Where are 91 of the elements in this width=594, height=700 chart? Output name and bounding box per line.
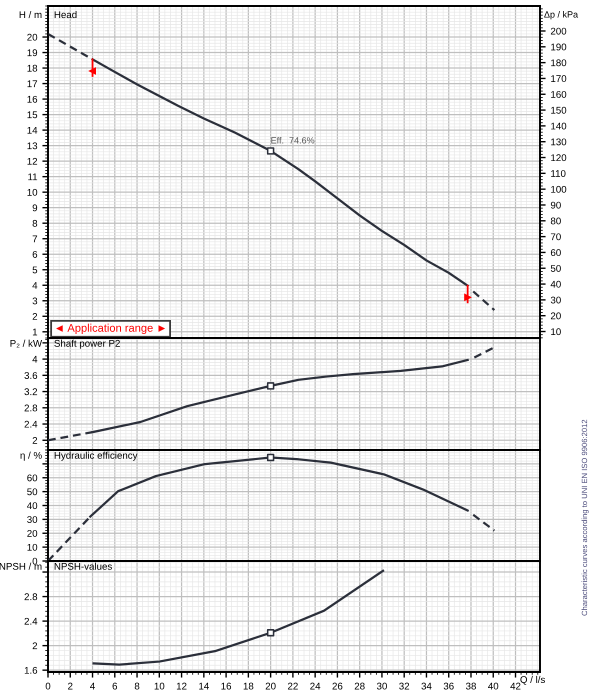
y-tick-label: 0 [32, 558, 38, 565]
y-tick-label: 50 [27, 488, 38, 496]
y2-tick-label: 10 [551, 328, 561, 336]
y-tick-label: 7 [32, 236, 38, 242]
x-tick-label: 42 [510, 682, 520, 690]
y-tick-label: 3 [32, 298, 38, 304]
x-tick-label: 8 [134, 682, 140, 690]
y2-tick-label: 80 [550, 218, 561, 224]
y2-tick-label: 60 [550, 249, 561, 256]
y-tick-label: 2.4 [24, 618, 38, 625]
annotation: Eff. 74.6% [271, 136, 314, 144]
y-tick-label: 20 [27, 34, 38, 41]
x-tick-label: 10 [154, 682, 164, 690]
y-axis-title: P₂ / kW [10, 340, 42, 348]
x-tick-label: 30 [376, 682, 387, 690]
x-tick-label: 14 [199, 682, 209, 690]
x-axis-title: Q / l/s [520, 676, 545, 685]
y2-tick-label: 150 [551, 106, 566, 114]
chart-title: Shaft power P2 [54, 340, 120, 349]
x-tick-label: 0 [46, 682, 50, 690]
y-tick-label: 2 [32, 436, 38, 444]
x-tick-label: 20 [266, 682, 276, 690]
y2-tick-label: 120 [551, 154, 566, 162]
y-axis-title: η / % [20, 452, 42, 461]
annotation: ◄ Application range ► [56, 324, 166, 334]
y2-tick-label: 100 [551, 186, 566, 193]
y2-tick-label: 160 [551, 90, 566, 98]
y-tick-label: 30 [27, 516, 38, 523]
y2-tick-label: 180 [551, 59, 566, 66]
chart-title: Hydraulic efficiency [54, 452, 138, 461]
y2-tick-label: 90 [550, 202, 561, 209]
x-tick-label: 16 [221, 682, 232, 690]
y-tick-label: 4 [32, 282, 38, 289]
y-tick-label: 19 [28, 49, 38, 56]
x-tick-label: 32 [399, 682, 410, 690]
y-tick-label: 2 [32, 642, 38, 650]
y2-tick-label: 20 [550, 312, 561, 320]
y2-tick-label: 40 [550, 280, 561, 288]
y2-tick-label: 200 [550, 28, 566, 35]
y2-tick-label: 50 [550, 264, 561, 272]
chart-title: NPSH-values [54, 562, 112, 570]
y-tick-label: 2.8 [24, 404, 38, 412]
x-tick-label: 28 [354, 682, 365, 690]
y-tick-label: 11 [28, 173, 38, 180]
y2-tick-label: 30 [550, 296, 561, 304]
x-tick-label: 38 [466, 682, 476, 690]
y-tick-label: 40 [26, 502, 38, 510]
y2-tick-label: 110 [551, 170, 566, 177]
y-tick-label: 1 [32, 328, 38, 336]
x-tick-label: 40 [488, 682, 498, 690]
y2-tick-label: 140 [551, 122, 566, 130]
y-tick-label: 1.6 [24, 666, 38, 674]
y-tick-label: 16 [28, 96, 38, 103]
y2-tick-label: 170 [551, 75, 566, 82]
y-tick-label: 6 [32, 250, 38, 258]
x-tick-label: 6 [112, 682, 118, 690]
y-tick-label: 2 [32, 313, 38, 320]
y-tick-label: 2.4 [24, 420, 38, 428]
y-tick-label: 20 [27, 530, 38, 537]
y-tick-label: 14 [28, 126, 38, 134]
y-tick-label: 10 [28, 188, 38, 196]
y-tick-label: 17 [28, 80, 38, 88]
y-tick-label: 15 [28, 111, 38, 118]
y-tick-label: 10 [28, 544, 38, 551]
y2-tick-label: 70 [550, 233, 561, 240]
y-tick-label: 13 [28, 142, 38, 150]
x-tick-label: 26 [332, 682, 342, 690]
y2-tick-label: 130 [551, 138, 566, 146]
y-tick-label: 12 [28, 158, 38, 165]
x-tick-label: 24 [310, 682, 320, 690]
x-tick-label: 34 [421, 682, 432, 690]
y-tick-label: 3.6 [24, 372, 38, 379]
x-tick-label: 2 [68, 682, 72, 690]
x-tick-label: 12 [176, 682, 186, 690]
x-tick-label: 4 [90, 682, 95, 690]
y-tick-label: 60 [27, 474, 38, 482]
x-tick-label: 18 [244, 682, 254, 690]
chart-title: Head [54, 10, 77, 18]
y-tick-label: 3.2 [24, 388, 38, 396]
line-series [92, 570, 384, 666]
y-axis-title: H / m [20, 10, 42, 18]
x-tick-label: 36 [444, 682, 454, 690]
y-tick-label: 8 [32, 220, 38, 227]
y-tick-label: 5 [32, 266, 38, 274]
y2-tick-label: 190 [551, 44, 566, 50]
y-tick-label: 9 [32, 204, 38, 212]
y-tick-label: 4 [32, 356, 38, 363]
y2-axis-title: Δp / kPa [544, 10, 578, 20]
y-tick-label: 18 [28, 64, 38, 72]
y-tick-label: 2.8 [24, 593, 38, 600]
x-tick-label: 22 [288, 682, 298, 690]
